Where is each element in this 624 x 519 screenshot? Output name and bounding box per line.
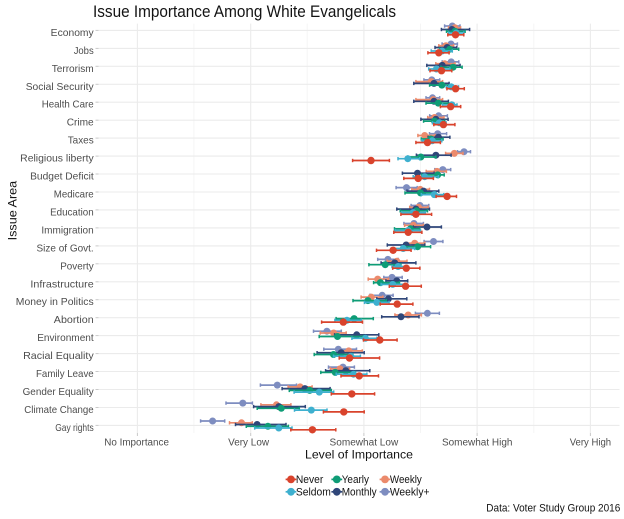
svg-text:Environment: Environment [37,333,94,344]
svg-text:Taxes: Taxes [68,136,94,147]
svg-text:Medicare: Medicare [54,190,94,201]
svg-text:Education: Education [50,207,94,218]
svg-text:Very Low: Very Low [228,438,270,449]
svg-text:Infrastructure: Infrastructure [30,279,94,290]
svg-text:Issue Area: Issue Area [6,180,20,240]
svg-text:Jobs: Jobs [74,46,94,57]
svg-text:Level of Importance: Level of Importance [305,447,413,461]
svg-text:Gay rights: Gay rights [55,423,94,434]
svg-text:Somewhat High: Somewhat High [442,438,513,449]
svg-text:Crime: Crime [67,118,94,129]
svg-text:Immigration: Immigration [41,225,94,236]
svg-text:No Importance: No Importance [104,438,169,449]
svg-text:Weekly: Weekly [390,474,422,486]
svg-text:Yearly: Yearly [342,474,370,486]
svg-text:Very High: Very High [570,438,611,449]
svg-text:Size of Govt.: Size of Govt. [37,243,94,254]
svg-text:Data: Voter Study Group 2016: Data: Voter Study Group 2016 [486,503,620,515]
svg-text:Economy: Economy [51,28,95,39]
svg-text:Budget Deficit: Budget Deficit [30,172,94,183]
svg-text:Gender Equality: Gender Equality [23,387,95,398]
svg-text:Weekly+: Weekly+ [390,486,430,498]
svg-text:Social Security: Social Security [26,82,95,93]
svg-text:Never: Never [296,474,324,486]
svg-text:Religious liberty: Religious liberty [20,154,94,165]
svg-text:Health Care: Health Care [42,100,94,111]
svg-text:Somewhat Low: Somewhat Low [330,438,399,449]
svg-text:Terrorism: Terrorism [52,64,94,75]
svg-text:Abortion: Abortion [54,315,94,326]
svg-text:Seldom: Seldom [296,486,331,498]
svg-text:Climate Change: Climate Change [24,405,94,416]
svg-text:Family Leave: Family Leave [36,369,94,380]
svg-text:Poverty: Poverty [60,261,94,272]
svg-text:Issue Importance Among White E: Issue Importance Among White Evangelical… [93,3,396,21]
svg-text:Money in Politics: Money in Politics [16,297,94,308]
svg-text:Monthly: Monthly [342,486,377,498]
svg-text:Racial Equality: Racial Equality [23,351,94,362]
